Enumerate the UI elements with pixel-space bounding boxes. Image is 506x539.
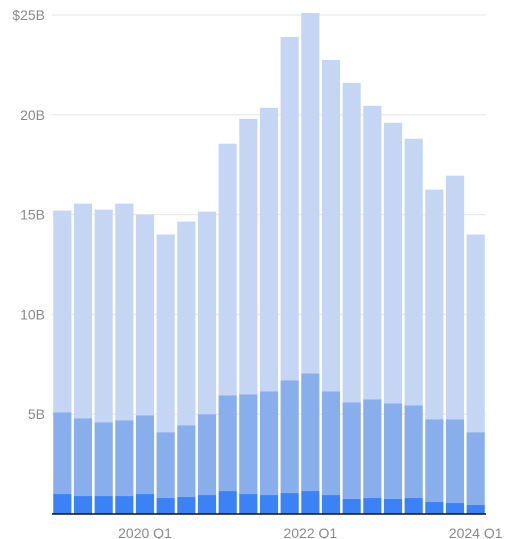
bar-segment-1 [425,502,444,514]
bar-segment-1 [177,497,196,514]
bar-segment-1 [218,491,237,514]
bar-segment-1 [115,496,134,514]
bar-segment-1 [321,495,341,514]
bar-segment-3 [404,138,423,406]
bar-segment-2 [239,394,258,495]
bar-segment-2 [280,380,299,494]
bar-segment-2 [425,419,444,503]
bar-segment-1 [280,493,299,514]
bar-segment-2 [218,395,237,492]
bar-segment-2 [301,373,320,492]
bar-segment-3 [197,211,217,415]
y-tick-label: $25B [12,7,45,23]
bar-segment-2 [177,425,196,498]
bar-segment-3 [363,105,382,400]
bar-segment-2 [73,418,93,497]
bar-segment-1 [404,498,423,514]
y-tick-label: 20B [20,107,45,123]
bar-segment-3 [342,82,361,403]
y-tick-label: 5B [28,406,45,422]
bar-segment-1 [53,494,72,514]
x-tick-label: 2020 Q1 [118,525,172,539]
bar-segment-3 [53,210,72,413]
x-tick-labels: 2020 Q1 2022 Q1 2024 Q1 [118,525,503,539]
bar-segment-1 [383,499,403,514]
bar-segment-3 [445,175,465,420]
bar-segment-3 [259,107,279,392]
bar-segment-2 [156,432,175,499]
bar-segment-1 [301,491,320,514]
bar-segment-3 [383,122,403,404]
bar-segment-3 [466,234,485,433]
bar-segment-1 [73,496,93,514]
bar-segment-2 [445,419,465,504]
y-tick-labels: 5B 10B 15B 20B $25B [12,7,45,422]
bar-segment-1 [239,494,258,514]
bar-segment-1 [342,499,361,514]
bar-segment-3 [425,189,444,420]
bar-segment-1 [197,495,217,514]
bars [53,13,485,514]
bar-segment-1 [135,494,155,514]
bar-segment-2 [321,391,341,496]
x-tick-label: 2024 Q1 [449,525,503,539]
y-tick-label: 15B [20,207,45,223]
bar-segment-2 [404,405,423,499]
bar-segment-3 [239,118,258,395]
bar-segment-2 [135,415,155,495]
bar-segment-3 [73,203,93,419]
bar-segment-2 [94,422,113,497]
y-tick-label: 10B [20,306,45,322]
bar-segment-2 [363,399,382,499]
bar-segment-1 [466,505,485,514]
bar-segment-1 [445,503,465,514]
bar-segment-3 [321,59,341,392]
bar-segment-2 [115,420,134,497]
bar-segment-2 [259,391,279,496]
bar-segment-3 [280,36,299,381]
bar-segment-3 [115,203,134,421]
bar-segment-2 [342,402,361,500]
x-tick-label: 2022 Q1 [283,525,337,539]
bar-segment-3 [177,221,196,426]
bar-segment-1 [156,498,175,514]
bar-segment-3 [156,234,175,433]
bar-segment-1 [363,498,382,514]
bar-segment-2 [197,414,217,496]
bar-segment-2 [53,412,72,495]
bar-segment-2 [466,432,485,506]
bar-segment-1 [259,495,279,514]
bar-segment-1 [94,496,113,514]
bar-segment-3 [218,143,237,396]
bar-segment-2 [383,403,403,500]
bar-segment-3 [94,209,113,423]
bar-segment-3 [301,13,320,374]
bar-segment-3 [135,214,155,416]
